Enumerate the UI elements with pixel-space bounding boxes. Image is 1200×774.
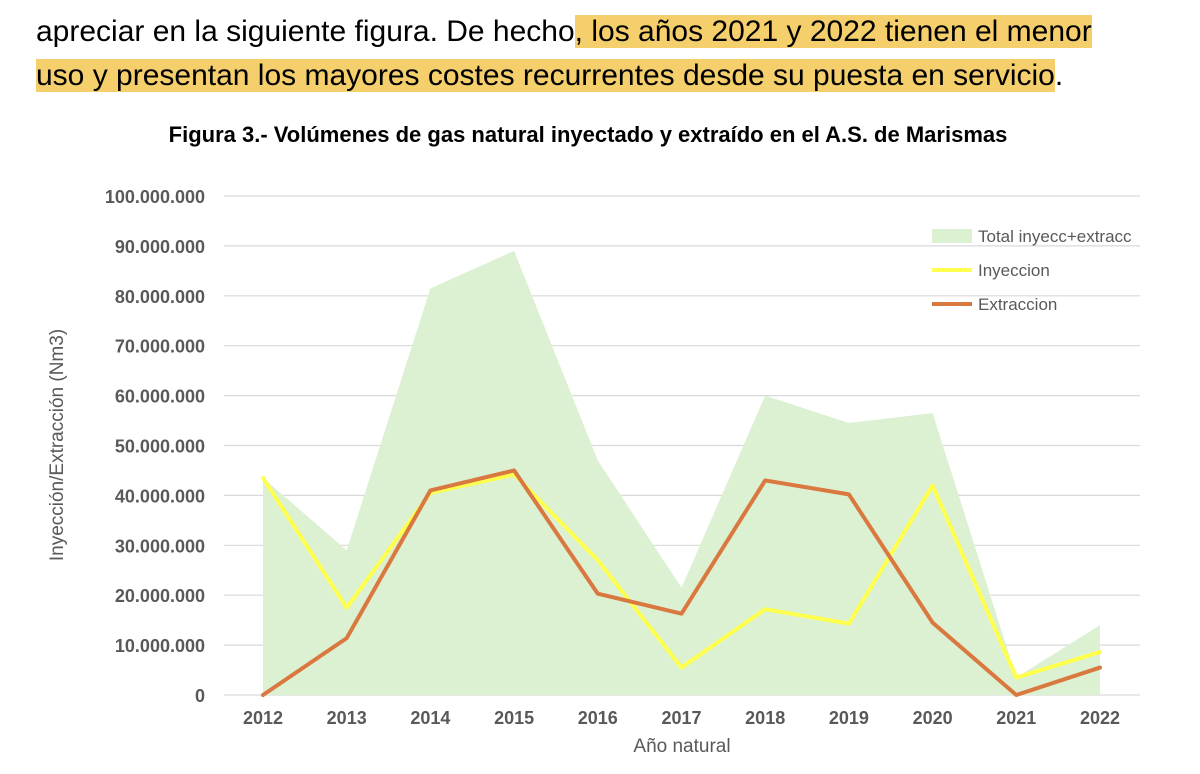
legend-swatch-area: [932, 229, 972, 243]
intro-text: apreciar en la siguiente figura. De hech…: [36, 15, 575, 48]
x-axis-ticks: 2012 2013 2014 2015 2016 2017 2018 2019 2020 2021…: [243, 708, 1120, 728]
area-total: [263, 250, 1100, 695]
y-tick-label: 60.000.000: [115, 387, 205, 407]
y-axis-ticks: 0 10.000.000 20.000.000 30.000.000 40.000.00…: [105, 187, 205, 706]
y-tick-label: 80.000.000: [115, 287, 205, 307]
y-tick-label: 0: [195, 686, 205, 706]
y-tick-label: 90.000.000: [115, 237, 205, 257]
y-tick-label: 30.000.000: [115, 536, 205, 556]
y-tick-label: 70.000.000: [115, 337, 205, 357]
line-series: [261, 468, 1102, 697]
y-tick-label: 100.000.000: [105, 187, 205, 207]
x-tick-label: 2019: [829, 708, 869, 728]
x-tick-label: 2014: [410, 708, 450, 728]
x-tick-label: 2022: [1080, 708, 1120, 728]
y-tick-label: 20.000.000: [115, 586, 205, 606]
y-tick-label: 10.000.000: [115, 636, 205, 656]
intro-highlight-2: uso y presentan los mayores costes recur…: [36, 59, 1055, 92]
legend-entry: Inyeccion: [978, 261, 1050, 280]
line-inyeccion: [261, 472, 1102, 680]
line-extraccion: [261, 468, 1102, 697]
y-tick-label: 50.000.000: [115, 437, 205, 457]
intro-highlight-1: , los años 2021 y 2022 tienen el menor: [574, 15, 1092, 48]
x-tick-label: 2013: [327, 708, 367, 728]
intro-end: .: [1054, 59, 1064, 92]
area-series: [263, 250, 1100, 695]
x-tick-label: 2012: [243, 708, 283, 728]
y-tick-label: 40.000.000: [115, 486, 205, 506]
figure-title: Figura 3.- Volúmenes de gas natural inye…: [168, 122, 1008, 147]
legend: Total inyecc+extracc Inyeccion Extraccion: [932, 227, 1132, 314]
legend-entry: Total inyecc+extracc: [978, 227, 1132, 246]
intro-paragraph: apreciar en la siguiente figura. De hech…: [36, 10, 1186, 98]
x-tick-label: 2018: [745, 708, 785, 728]
legend-entry: Extraccion: [978, 295, 1057, 314]
x-tick-label: 2015: [494, 708, 534, 728]
y-axis-label: Inyección/Extracción (Nm3): [47, 329, 68, 561]
x-tick-label: 2016: [578, 708, 618, 728]
x-tick-label: 2021: [996, 708, 1036, 728]
x-tick-label: 2017: [661, 708, 701, 728]
x-axis-label: Año natural: [633, 736, 730, 757]
x-tick-label: 2020: [913, 708, 953, 728]
